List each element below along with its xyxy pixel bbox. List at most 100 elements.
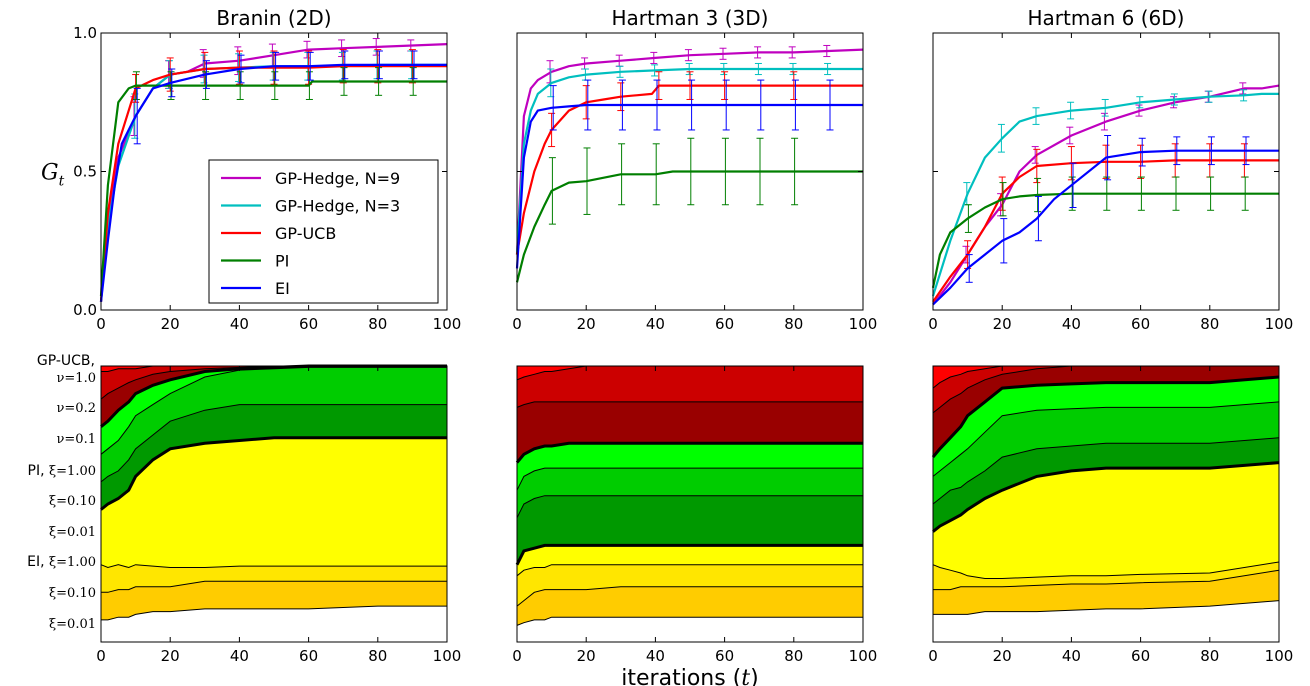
bottom-xtick-label: 60 <box>1131 647 1150 665</box>
series-pi <box>99 67 447 297</box>
series-gp-hedge-n-3 <box>931 89 1279 297</box>
area-chart-1: 0 20 40 60 80 100 <box>96 364 461 665</box>
band-boundary <box>515 543 863 566</box>
band-boundary <box>516 616 863 626</box>
bottom-xtick-label: 100 <box>1265 647 1294 665</box>
area-band <box>517 366 863 408</box>
row-label-text: EI, ξ=1.00 <box>27 554 96 570</box>
top-xtick-label: 60 <box>299 315 318 333</box>
series-line <box>99 80 447 297</box>
row-label-text: GP-UCB, <box>37 353 95 369</box>
top-xtick-label: 100 <box>433 315 462 333</box>
row-label-text: ξ=0.10 <box>49 586 96 601</box>
legend-entry: GP-Hedge, N=9 <box>221 169 400 188</box>
bottom-xtick-label: 60 <box>299 647 318 665</box>
legend-label: GP-UCB <box>275 224 336 243</box>
row-label-text: ξ=0.01 <box>49 525 96 540</box>
axis-labels: GP-UCB, ν=1.0 ν=0.2 ν=0.1 PI, ξ=1.00 ξ=0.10 ξ=… <box>27 353 96 632</box>
top-xtick-label: 40 <box>230 315 249 333</box>
series-line <box>515 84 863 255</box>
top-xtick-label: 80 <box>368 315 387 333</box>
chart-title: Branin (2D) <box>216 6 331 30</box>
row-label: ξ=0.01 <box>49 617 96 632</box>
series-line <box>932 149 1279 306</box>
bottom-xtick-label: 0 <box>512 647 522 665</box>
legend-label: PI <box>275 252 289 271</box>
top-row-plots: Branin (2D) 0 20 40 60 80 100 0.0 0.5 1.0 Gt Hartma… <box>41 6 1293 333</box>
series-line <box>931 92 1279 297</box>
area-band <box>517 443 863 491</box>
bottom-xtick-label: 80 <box>1200 647 1219 665</box>
bottom-xtick-label: 40 <box>646 647 665 665</box>
bottom-xtick-label: 80 <box>784 647 803 665</box>
top-xtick-label: 0 <box>512 315 522 333</box>
legend-entry: EI <box>221 279 290 298</box>
area-band <box>101 564 447 593</box>
top-xtick-label: 40 <box>1062 315 1081 333</box>
ytick-label: 1.0 <box>73 24 97 42</box>
band-boundary <box>932 461 1280 533</box>
area-band <box>933 366 1279 458</box>
series-ei <box>515 79 863 269</box>
legend: GP-Hedge, N=9 GP-Hedge, N=3 GP-UCB PI EI <box>208 159 439 304</box>
row-label: ν=1.0 <box>57 371 96 386</box>
plot-frame <box>932 365 1280 643</box>
top-xtick-label: 20 <box>161 315 180 333</box>
series-line <box>515 67 863 255</box>
area-chart-3: 0 20 40 60 80 100 <box>928 365 1294 665</box>
legend-label: GP-Hedge, N=9 <box>275 169 400 188</box>
row-label: ν=0.1 <box>57 432 96 447</box>
band-boundary <box>101 605 447 621</box>
top-xtick-label: 80 <box>1200 315 1219 333</box>
band-boundary <box>516 401 863 408</box>
series-line <box>515 103 863 269</box>
series-line <box>99 63 447 302</box>
top-xtick-label: 60 <box>715 315 734 333</box>
area-band <box>517 586 863 626</box>
bottom-xtick-label: 0 <box>928 647 938 665</box>
band-boundary <box>101 580 447 593</box>
series-pi <box>515 137 863 283</box>
area-band <box>933 437 1279 532</box>
top-xtick-label: 20 <box>993 315 1012 333</box>
series-gp-hedge-n-9 <box>515 44 864 255</box>
band-boundary <box>932 561 1280 579</box>
line-chart-2: Hartman 3 (3D) 0 20 40 60 80 100 <box>512 6 877 333</box>
row-label-text: ξ=0.01 <box>49 617 96 632</box>
chart-title: Hartman 6 (6D) <box>1028 6 1185 30</box>
plot-frame <box>516 365 864 643</box>
band-boundary <box>516 467 863 491</box>
x-axis-label: iterations (t) <box>621 666 758 686</box>
top-xtick-label: 80 <box>784 315 803 333</box>
row-label: EI, ξ=1.00 <box>27 554 96 570</box>
area-band <box>517 468 863 518</box>
band-boundary <box>933 600 1280 615</box>
band-boundary <box>100 564 447 569</box>
y-axis-label: Gt <box>41 161 65 190</box>
top-xtick-label: 40 <box>646 315 665 333</box>
legend-label: GP-Hedge, N=3 <box>275 197 400 216</box>
row-label: ξ=0.10 <box>49 586 96 601</box>
band-boundary <box>516 564 863 577</box>
series-line <box>515 48 864 255</box>
bottom-xtick-label: 80 <box>368 647 387 665</box>
area-band <box>933 570 1279 615</box>
band-boundary <box>515 441 863 464</box>
ytick-label: 0.0 <box>73 301 97 319</box>
series-line <box>515 170 863 283</box>
area-chart-2: 0 20 40 60 80 100 iterations (t) <box>512 365 877 686</box>
series-ei <box>99 50 447 302</box>
series-pi <box>931 176 1279 289</box>
band-boundary <box>931 375 1280 459</box>
top-xtick-label: 20 <box>577 315 596 333</box>
series-ei <box>932 134 1279 306</box>
row-label: ξ=0.01 <box>49 525 96 540</box>
chart-title: Hartman 3 (3D) <box>612 6 769 30</box>
row-label-text: ξ=0.10 <box>49 494 96 509</box>
series-gp-hedge-n-3 <box>515 62 863 255</box>
bottom-row-plots: 0 20 40 60 80 100 0 20 40 60 80 100 iterations (t) 0 2… <box>96 364 1294 686</box>
area-band <box>933 401 1279 504</box>
area-band <box>101 437 447 568</box>
band-boundary <box>100 404 447 483</box>
top-xtick-label: 0 <box>96 315 106 333</box>
